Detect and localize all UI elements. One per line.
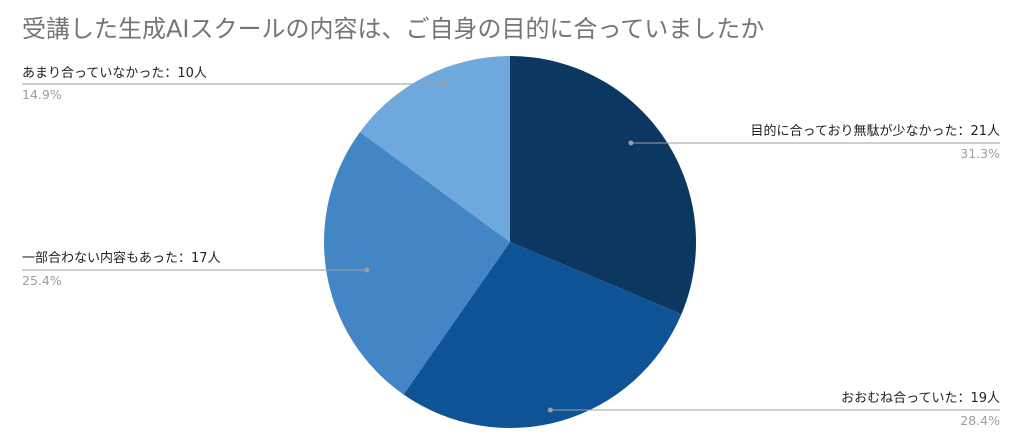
slice-percent: 28.4%	[960, 413, 1000, 428]
leader-dot	[441, 81, 447, 87]
pie-slice	[403, 242, 682, 429]
slice-label: おおむね合っていた：19人	[841, 391, 1000, 406]
pie-slice	[360, 56, 510, 242]
pie-slice	[324, 131, 510, 395]
leader-dot	[628, 140, 634, 146]
slice-labels: 目的に合っており無駄が少なかった：21人 31.3% おおむね合っていた：19人 28…	[22, 66, 1000, 428]
slice-percent: 14.9%	[22, 87, 62, 102]
pie-slice	[510, 56, 697, 315]
slice-percent: 25.4%	[22, 273, 62, 288]
slice-label: あまり合っていなかった：10人	[22, 66, 207, 81]
chart-title: 受講した生成AIスクールの内容は、ご自身の目的に合っていましたか	[22, 15, 764, 43]
slice-label: 一部合わない内容もあった：17人	[22, 250, 221, 266]
slice-percent: 31.3%	[960, 146, 1000, 161]
leader-dot	[364, 267, 370, 273]
pie-slices	[324, 56, 697, 429]
leader-dot	[547, 407, 553, 413]
slice-label: 目的に合っており無駄が少なかった：21人	[750, 123, 1000, 139]
